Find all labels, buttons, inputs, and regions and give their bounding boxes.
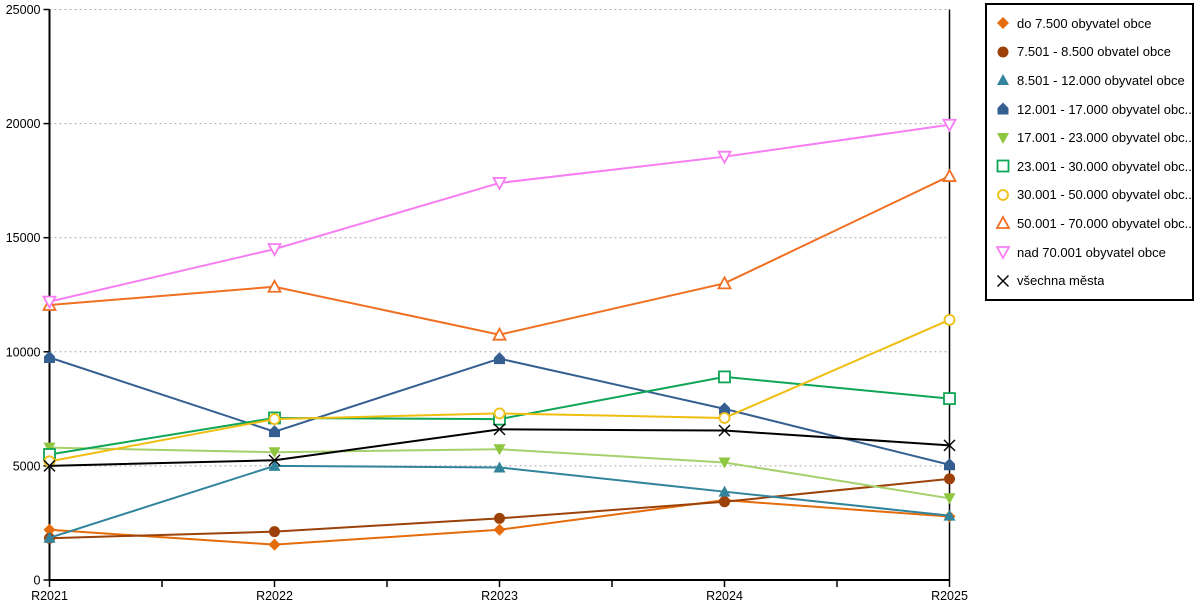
series-triangle-down bbox=[43, 442, 956, 505]
x-tick-label: R2022 bbox=[256, 589, 293, 600]
series-pentagon bbox=[44, 351, 955, 471]
circle-open-marker-icon bbox=[997, 188, 1009, 201]
chart-legend: do 7.500 obyvatel obce 7.501 - 8.500 obva… bbox=[985, 3, 1194, 301]
triangle-up-marker-icon bbox=[997, 74, 1009, 86]
legend-label: 7.501 - 8.500 obvatel obce bbox=[1017, 44, 1171, 60]
legend-item: všechna města bbox=[995, 270, 1192, 292]
legend-label: 30.001 - 50.000 obyvatel obc... bbox=[1017, 187, 1192, 203]
legend-label: 17.001 - 23.000 obyvatel obc... bbox=[1017, 130, 1192, 146]
legend-item: 7.501 - 8.500 obvatel obce bbox=[995, 41, 1192, 63]
legend-label: 8.501 - 12.000 obyvatel obce bbox=[1017, 72, 1185, 88]
legend-item: 50.001 - 70.000 obyvatel obc... bbox=[995, 212, 1192, 234]
x-tick-label: R2023 bbox=[481, 589, 518, 600]
legend-label: 23.001 - 30.000 obyvatel obc... bbox=[1017, 158, 1192, 174]
legend-item: 17.001 - 23.000 obyvatel obc... bbox=[995, 127, 1192, 149]
legend-item: 23.001 - 30.000 obyvatel obc... bbox=[995, 155, 1192, 177]
triangle-down-open-marker-icon bbox=[995, 246, 1011, 260]
gridlines bbox=[49, 9, 950, 467]
legend-item: 30.001 - 50.000 obyvatel obc... bbox=[995, 184, 1192, 206]
legend-item: do 7.500 obyvatel obce bbox=[995, 12, 1192, 34]
x-tick-label: R2025 bbox=[931, 589, 968, 600]
legend-item: nad 70.001 obyvatel obce bbox=[995, 241, 1192, 263]
pentagon-marker-icon bbox=[997, 102, 1009, 115]
y-tick-label: 5000 bbox=[13, 459, 41, 473]
y-tick-label: 0 bbox=[34, 574, 41, 588]
circle-marker-icon bbox=[997, 46, 1009, 58]
legend-label: nad 70.001 obyvatel obce bbox=[1017, 244, 1166, 260]
x-tick-label: R2021 bbox=[31, 589, 68, 600]
legend-label: 50.001 - 70.000 obyvatel obc... bbox=[1017, 215, 1192, 231]
y-tick-label: 15000 bbox=[6, 231, 41, 245]
y-tick-label: 25000 bbox=[6, 3, 41, 17]
x-marker-icon bbox=[997, 274, 1009, 287]
legend-label: všechna města bbox=[1017, 273, 1105, 289]
triangle-down-marker-icon bbox=[997, 132, 1009, 144]
square-open-marker-icon bbox=[996, 159, 1010, 173]
legend-item: 8.501 - 12.000 obyvatel obce bbox=[995, 69, 1192, 91]
axes: 0 5000 10000 15000 20000 25000 R2021 R2022 R2023… bbox=[6, 3, 968, 600]
triangle-open-marker-icon bbox=[995, 215, 1011, 230]
y-tick-label: 10000 bbox=[6, 345, 41, 359]
x-tick-label: R2024 bbox=[706, 589, 743, 600]
series-triangle-open bbox=[41, 168, 958, 341]
diamond-marker-icon bbox=[997, 17, 1009, 30]
series-circle-open bbox=[43, 313, 956, 468]
series-x bbox=[43, 423, 956, 472]
series-triangle-down-open bbox=[41, 118, 958, 310]
legend-item: 12.001 - 17.000 obyvatel obc... bbox=[995, 98, 1192, 120]
legend-label: 12.001 - 17.000 obyvatel obc... bbox=[1017, 101, 1192, 117]
legend-label: do 7.500 obyvatel obce bbox=[1017, 15, 1152, 31]
y-tick-label: 20000 bbox=[6, 117, 41, 131]
series-triangle-up bbox=[43, 459, 956, 543]
